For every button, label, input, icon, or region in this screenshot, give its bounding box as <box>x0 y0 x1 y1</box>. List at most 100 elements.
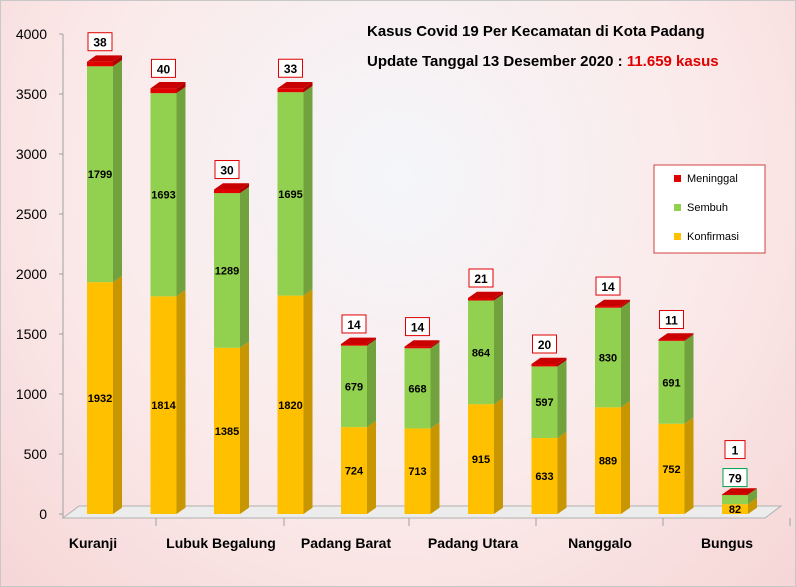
y-axis: 0 500 1000 1500 2000 2500 3000 3500 4000 <box>16 26 64 522</box>
bar-top <box>277 81 313 89</box>
y-tick-label: 2500 <box>16 206 47 222</box>
bar-side-konfirmasi <box>684 417 694 514</box>
bar-stack: 1814 1693 40 <box>150 58 186 514</box>
bar-segment-sembuh <box>341 345 367 428</box>
bar-side-konfirmasi <box>240 341 249 514</box>
bar-segment-konfirmasi <box>722 504 748 514</box>
x-category-label: Lubuk Begalung <box>166 535 276 551</box>
bar-side-meninggal <box>303 81 313 93</box>
label-meninggal: 21 <box>474 272 488 286</box>
bar-stack: 1932 1799 38 <box>87 32 122 514</box>
bar-segment-konfirmasi <box>658 423 685 514</box>
x-category-label: Nanggalo <box>568 535 632 551</box>
label-meninggal: 40 <box>157 62 171 76</box>
legend-label-meninggal[interactable]: Meninggal <box>687 173 738 185</box>
bar-stack: 633 597 20 <box>531 334 567 514</box>
bar-side-konfirmasi <box>367 420 376 514</box>
bar-segment-meninggal <box>595 306 621 308</box>
label-konfirmasi: 915 <box>472 454 490 466</box>
legend-swatch-meninggal <box>674 175 681 182</box>
label-konfirmasi: 1932 <box>88 393 112 405</box>
label-meninggal: 11 <box>665 314 678 328</box>
bar-side-sembuh <box>748 488 757 505</box>
bar-stack: 752 691 11 <box>658 310 694 514</box>
bar-segment-konfirmasi <box>531 438 558 514</box>
label-meninggal: 14 <box>347 318 361 332</box>
bar-side-meninggal <box>176 82 186 94</box>
bar-segment-sembuh <box>87 66 113 283</box>
bar-side-sembuh <box>113 59 122 283</box>
label-box-meninggal <box>532 334 557 354</box>
legend-swatch-konfirmasi <box>674 233 681 240</box>
bar-segment-konfirmasi <box>341 427 367 514</box>
bar-side-meninggal <box>557 357 567 367</box>
chart-titles: Kasus Covid 19 Per Kecamatan di Kota Pad… <box>367 23 719 70</box>
bar-side-sembuh <box>430 341 440 429</box>
bar-side-meninggal <box>748 488 757 495</box>
bar-segment-sembuh <box>531 366 558 439</box>
y-tick-label: 2000 <box>16 266 47 282</box>
bar-side-konfirmasi <box>176 290 186 514</box>
label-meninggal: 38 <box>93 36 107 50</box>
legend-label-konfirmasi[interactable]: Konfirmasi <box>687 231 739 243</box>
bar-stack: 724 679 14 <box>341 314 376 514</box>
y-tick-label: 4000 <box>16 26 47 42</box>
bar-side-meninggal <box>684 333 694 341</box>
bar-side-sembuh <box>240 186 249 348</box>
bar-top <box>404 340 440 347</box>
label-konfirmasi: 724 <box>345 466 364 478</box>
bar-segment-sembuh <box>214 193 240 348</box>
bar-side-konfirmasi <box>303 289 313 514</box>
bar-segment-sembuh <box>595 307 621 408</box>
label-sembuh: 691 <box>662 377 680 389</box>
bar-top <box>214 183 249 190</box>
bar-top <box>341 337 376 344</box>
label-meninggal: 14 <box>411 321 425 335</box>
bar-side-sembuh <box>176 86 186 297</box>
bar-segment-meninggal <box>87 61 113 67</box>
label-meninggal: 1 <box>732 444 739 458</box>
label-konfirmasi: 713 <box>408 466 426 478</box>
bar-side-meninggal <box>113 55 122 67</box>
bar-stack: 1820 1695 33 <box>277 58 313 514</box>
bar-side-meninggal <box>240 183 249 194</box>
y-tick-label: 3500 <box>16 86 47 102</box>
label-box-meninggal <box>87 32 113 52</box>
bar-segment-meninggal <box>722 494 748 496</box>
label-konfirmasi: 1814 <box>151 400 176 412</box>
legend-label-sembuh[interactable]: Sembuh <box>687 202 728 214</box>
label-sembuh: 79 <box>728 472 742 486</box>
bar-side-konfirmasi <box>430 422 440 514</box>
bar-side-sembuh <box>557 360 567 439</box>
label-konfirmasi: 82 <box>729 504 741 516</box>
y-tick-label: 1000 <box>16 386 47 402</box>
label-sembuh: 1693 <box>151 190 175 202</box>
bar-top <box>150 82 186 89</box>
bar-stack: 1385 1289 30 <box>214 160 249 514</box>
bar-segment-meninggal <box>531 364 558 367</box>
bar-side-meninggal <box>494 291 503 301</box>
label-box-meninggal <box>659 310 684 330</box>
label-box-meninggal <box>724 440 746 460</box>
label-box-meninggal <box>341 314 367 334</box>
bar-side-sembuh <box>494 294 503 405</box>
label-sembuh: 864 <box>472 347 491 359</box>
bar-segment-meninggal <box>404 346 431 349</box>
label-box-meninggal <box>468 268 494 288</box>
bar-side-meninggal <box>621 299 630 308</box>
bar-side-sembuh <box>684 334 694 424</box>
bar-top <box>658 333 694 340</box>
label-sembuh: 830 <box>599 353 617 365</box>
bar-segment-konfirmasi <box>87 282 113 514</box>
bar-side-konfirmasi <box>748 497 757 514</box>
label-box-meninggal <box>595 276 621 296</box>
legend[interactable]: Meninggal Sembuh Konfirmasi <box>653 164 766 254</box>
bar-segment-meninggal <box>341 343 367 346</box>
bar-top <box>595 299 630 307</box>
bar-side-sembuh <box>621 301 630 408</box>
label-box-sembuh <box>722 468 748 488</box>
label-sembuh: 597 <box>535 397 553 409</box>
bar-stack: 82 79 1 <box>722 440 757 516</box>
label-sembuh: 1799 <box>88 169 112 181</box>
